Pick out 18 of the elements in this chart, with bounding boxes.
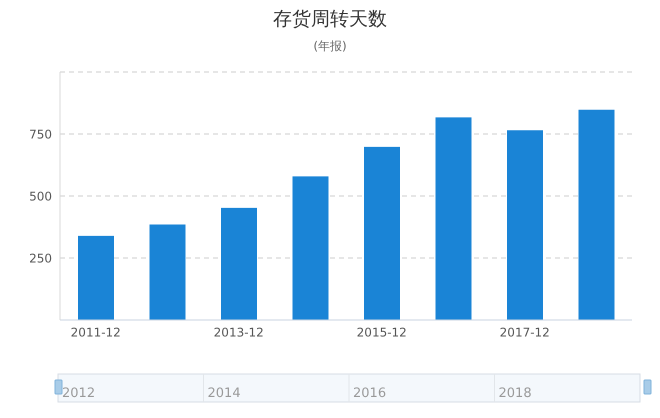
bar [221, 208, 257, 320]
bar [436, 117, 472, 320]
bar [578, 110, 614, 320]
x-tick-label: 2015-12 [356, 326, 407, 340]
x-tick-label: 2011-12 [70, 326, 121, 340]
bar [292, 176, 328, 320]
y-tick-label: 500 [29, 189, 52, 204]
bar [78, 236, 114, 320]
y-tick-label: 250 [29, 251, 52, 266]
bar [150, 224, 186, 320]
x-tick-label: 2017-12 [500, 326, 550, 340]
chart-subtitle: (年报) [312, 38, 348, 55]
x-tick-label: 2013-12 [214, 326, 264, 340]
range-slider: 2012 2014 2016 2018 [54, 374, 652, 402]
bar [507, 130, 543, 320]
chart-title: 存货周转天数 [272, 7, 388, 32]
y-tick-label: 750 [29, 127, 52, 142]
bar [364, 146, 400, 320]
